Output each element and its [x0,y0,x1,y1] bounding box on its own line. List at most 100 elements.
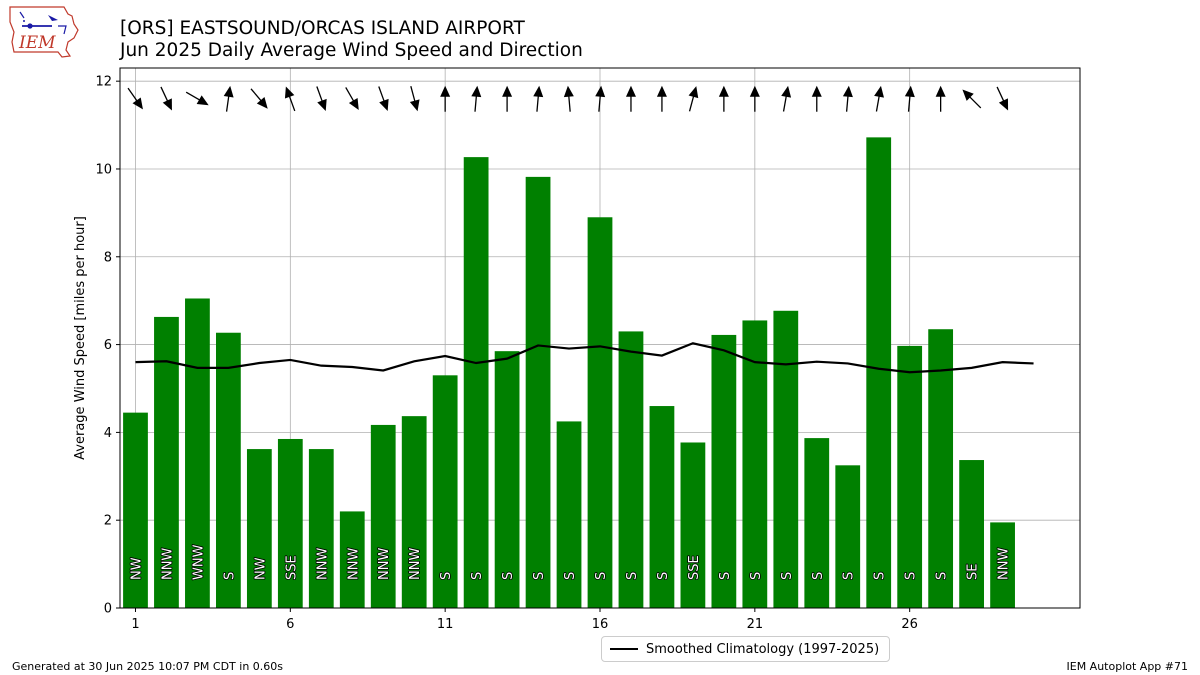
bar [308,449,334,608]
wind-arrow [781,85,792,112]
wind-arrow-head [563,85,574,98]
x-tick-label: 11 [437,617,454,632]
wind-arrow-head [811,85,822,97]
bar [277,438,303,608]
climatology-line [135,342,1034,374]
bar [370,424,396,608]
bar [928,329,954,608]
iem-logo-text: IEM [18,33,56,53]
wind-arrow [904,85,915,112]
wind-arrow [185,91,209,106]
x-tick-label: 16 [592,617,609,632]
wind-arrow-head [595,85,606,98]
wind-arrow-head [781,85,792,98]
bar [587,217,613,608]
wind-arrow [502,85,513,112]
wind-arrow [595,85,606,112]
x-tick-label: 6 [286,617,294,632]
iem-logo: IEM [8,4,80,60]
wind-arrow-head [904,85,915,98]
bar [556,421,582,608]
wind-arrow-head [656,85,667,97]
bar-direction-label: SE [966,564,981,580]
y-tick-label: 8 [104,250,112,265]
wind-arrow [749,85,760,112]
wind-arrow [563,85,574,112]
bar-direction-label: SSE [687,555,702,580]
bar [866,137,892,609]
bar [463,157,489,608]
wind-arrow-head [379,98,389,111]
bar [401,416,427,608]
wind-arrow-head [502,85,513,97]
bar-direction-label: NW [253,557,268,580]
bar-direction-label: NNW [315,548,330,580]
wind-arrow-head [625,85,636,97]
bar [154,316,179,608]
wind-arrow-head [718,85,729,97]
x-tick-label: 1 [131,617,139,632]
bar-direction-label: S [439,572,454,580]
bar [649,406,675,608]
iem-logo-image: IEM [9,6,79,58]
bar-direction-label: S [873,572,888,580]
y-tick-label: 4 [104,426,112,441]
wind-arrow [688,86,699,112]
bar-direction-label: S [222,572,237,580]
wind-arrow [223,85,234,112]
bar [990,522,1015,608]
bar-direction-label: NNW [160,548,175,580]
y-tick-label: 0 [104,602,112,617]
bar [711,334,737,608]
wind-arrow-head [196,95,209,106]
wind-arrow [440,85,451,112]
bar-direction-label: NNW [997,548,1012,580]
bar [959,460,984,608]
legend-climatology-label: Smoothed Climatology (1997-2025) [646,641,880,657]
wind-arrow [842,85,853,112]
bar-direction-label: NNW [346,548,361,580]
wind-arrow [127,87,143,110]
wind-arrow-head [688,86,699,99]
wind-arrow-head [317,98,327,111]
bar-direction-label: S [501,572,516,580]
wind-arrow [316,86,327,111]
app-credit: IEM Autoplot App #71 [1066,660,1189,673]
bar-direction-label: S [842,572,857,580]
y-axis-label: Average Wind Speed [miles per hour] [73,216,88,460]
chart-subtitle: Jun 2025 Daily Average Wind Speed and Di… [120,40,583,61]
wind-arrow-head [440,85,451,97]
bar [339,511,365,608]
wind-arrow [378,86,389,111]
wind-arrow [874,85,884,112]
bar-direction-label: S [749,572,764,580]
y-tick-label: 10 [95,162,112,177]
wind-arrow [284,86,296,112]
generated-timestamp: Generated at 30 Jun 2025 10:07 PM CDT in… [12,660,284,673]
bar [185,298,210,608]
bar-direction-label: S [780,572,795,580]
bar [897,345,923,608]
wind-arrow [471,85,482,112]
wind-arrow [345,87,359,110]
wind-arrow-head [998,98,1009,111]
wind-arrow [409,86,420,112]
wind-arrow-head [348,97,359,110]
wind-arrow [533,85,544,112]
legend: Smoothed Climatology (1997-2025) [601,636,891,662]
wind-arrow [935,85,946,112]
wind-arrow [250,88,268,109]
bar [773,310,799,608]
bar-direction-label: S [470,572,485,580]
wind-arrow-head [533,85,544,98]
bar-direction-label: S [904,572,919,580]
bar [525,176,551,608]
legend-climatology-swatch [610,648,638,650]
bar-direction-label: NW [129,557,144,580]
wind-arrow-head [409,99,420,112]
bar-direction-label: S [625,572,640,580]
y-tick-label: 12 [95,75,112,90]
wind-arrow-head [284,86,295,99]
bar-direction-label: SSE [284,555,299,580]
